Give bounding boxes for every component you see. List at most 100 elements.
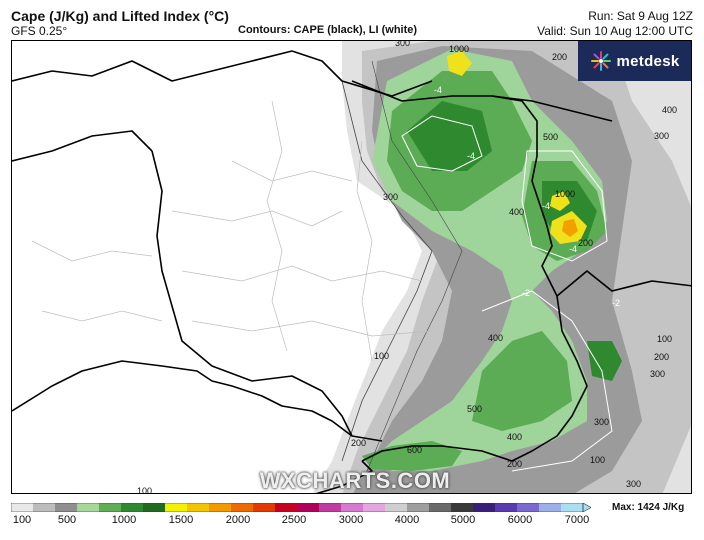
colorbar-segment bbox=[495, 503, 518, 512]
colorbar-segment bbox=[121, 503, 144, 512]
li-label: -2 bbox=[522, 288, 531, 298]
map-layers bbox=[12, 41, 691, 493]
model-label: GFS 0.25° bbox=[11, 24, 68, 38]
contour-label: 200 bbox=[654, 352, 670, 362]
contour-label: 100 bbox=[590, 455, 606, 465]
cape-yellow-2 bbox=[550, 191, 570, 211]
li-label: -2 bbox=[612, 298, 621, 308]
contour-label: 300 bbox=[650, 369, 666, 379]
chart-header: Cape (J/Kg) and Lifted Index (°C) GFS 0.… bbox=[0, 0, 704, 40]
contour-label: 400 bbox=[509, 207, 525, 217]
colorbar-segment bbox=[473, 503, 496, 512]
valid-time: Valid: Sun 10 Aug 12:00 UTC bbox=[537, 24, 693, 38]
colorbar-segment bbox=[451, 503, 474, 512]
coastline-baltic bbox=[12, 50, 433, 97]
chart-title: Cape (J/Kg) and Lifted Index (°C) bbox=[11, 8, 229, 24]
colorbar-segment bbox=[363, 503, 386, 512]
colorbar-segment bbox=[33, 503, 56, 512]
contour-label: 500 bbox=[467, 404, 483, 414]
region-borders bbox=[31, 100, 433, 362]
cape-contour-100 bbox=[366, 60, 463, 472]
colorbar-tick-label: 100 bbox=[12, 514, 32, 526]
colorbar-segment bbox=[187, 503, 210, 512]
country-borders bbox=[12, 50, 691, 493]
contour-label: 300 bbox=[594, 417, 610, 427]
colorbar-segment bbox=[99, 503, 122, 512]
contour-label: 400 bbox=[662, 105, 678, 115]
cape-green-mid-3 bbox=[472, 331, 572, 431]
colorbar-segment bbox=[561, 503, 584, 512]
contour-label: 200 bbox=[552, 52, 568, 62]
border-ukraine bbox=[556, 270, 691, 297]
colorbar-segment bbox=[143, 503, 166, 512]
colorbar-ticks: 100 500 1000 1500 2000 2500 3000 4000 5000 6000 70… bbox=[0, 514, 704, 528]
contour-label: 400 bbox=[488, 333, 504, 343]
colorbar-segment bbox=[407, 503, 430, 512]
colorbar-tick-label: 3000 bbox=[338, 514, 364, 526]
colorbar-segment bbox=[231, 503, 254, 512]
contour-label: 200 bbox=[507, 459, 523, 469]
colorbar-segment bbox=[165, 503, 188, 512]
cape-green-dark-3 bbox=[587, 341, 622, 381]
li-contour-3 bbox=[481, 290, 613, 472]
contour-label: 300 bbox=[383, 192, 399, 202]
metdesk-logo: metdesk bbox=[578, 41, 691, 81]
colorbar-tick-label: 5000 bbox=[450, 514, 476, 526]
cape-orange-core bbox=[562, 219, 578, 237]
colorbar-segment bbox=[253, 503, 276, 512]
contour-label: 500 bbox=[543, 132, 559, 142]
border-lithuania bbox=[351, 80, 613, 122]
li-label: -4 bbox=[467, 151, 476, 161]
colorbar-segment bbox=[539, 503, 562, 512]
colorbar-tick-label: 2000 bbox=[225, 514, 251, 526]
contour-label: 200 bbox=[351, 438, 367, 448]
border-poland-east bbox=[361, 95, 588, 462]
li-label: -4 bbox=[434, 85, 443, 95]
contour-label: 100 bbox=[137, 486, 153, 494]
colorbar-segment bbox=[385, 503, 408, 512]
metdesk-logo-text: metdesk bbox=[616, 52, 680, 70]
contour-label: 300 bbox=[626, 479, 642, 489]
contours-legend: Contours: CAPE (black), LI (white) bbox=[238, 24, 418, 36]
contour-label: 600 bbox=[407, 445, 423, 455]
colorbar-segment bbox=[517, 503, 540, 512]
border-czech bbox=[12, 360, 353, 437]
contour-label: 200 bbox=[578, 238, 594, 248]
colorbar-arrow bbox=[582, 503, 591, 512]
colorbar bbox=[11, 503, 591, 512]
wxcharts-watermark: WXCHARTS.COM bbox=[259, 468, 451, 493]
cape-green-south bbox=[362, 441, 462, 471]
colorbar-frame bbox=[11, 503, 584, 512]
colorbar-segment bbox=[297, 503, 320, 512]
contour-label: 1000 bbox=[555, 189, 576, 199]
cape-contour-300 bbox=[341, 80, 433, 462]
colorbar-tick-label: 2500 bbox=[281, 514, 307, 526]
contour-label: 300 bbox=[654, 131, 670, 141]
colorbar-segment bbox=[319, 503, 342, 512]
li-contour-2 bbox=[521, 150, 608, 262]
border-poland-west bbox=[151, 150, 383, 442]
border-slovakia bbox=[315, 460, 373, 493]
colorbar-tick-label: 6000 bbox=[507, 514, 533, 526]
li-label: -4 bbox=[542, 201, 551, 211]
colorbar-segment bbox=[429, 503, 452, 512]
colorbar-segments bbox=[11, 503, 584, 512]
colorbar-tick-label: 1000 bbox=[111, 514, 137, 526]
colorbar-segment bbox=[275, 503, 298, 512]
contour-label: 100 bbox=[374, 351, 390, 361]
colorbar-segment bbox=[11, 503, 34, 512]
colorbar-segment bbox=[55, 503, 78, 512]
colorbar-segment bbox=[209, 503, 232, 512]
contour-label: 400 bbox=[507, 432, 523, 442]
contour-label: 300 bbox=[395, 40, 411, 48]
colorbar-tick-label: 500 bbox=[57, 514, 77, 526]
run-time: Run: Sat 9 Aug 12Z bbox=[588, 9, 693, 23]
colorbar-tick-label: 7000 bbox=[564, 514, 590, 526]
border-north bbox=[12, 130, 153, 162]
colorbar-tick-label: 1500 bbox=[168, 514, 194, 526]
max-value-label: Max: 1424 J/Kg bbox=[612, 502, 685, 513]
colorbar-tick-label: 4000 bbox=[394, 514, 420, 526]
colorbar-segment bbox=[341, 503, 364, 512]
li-label: -4 bbox=[569, 244, 578, 254]
cape-yellow-1 bbox=[447, 51, 472, 76]
